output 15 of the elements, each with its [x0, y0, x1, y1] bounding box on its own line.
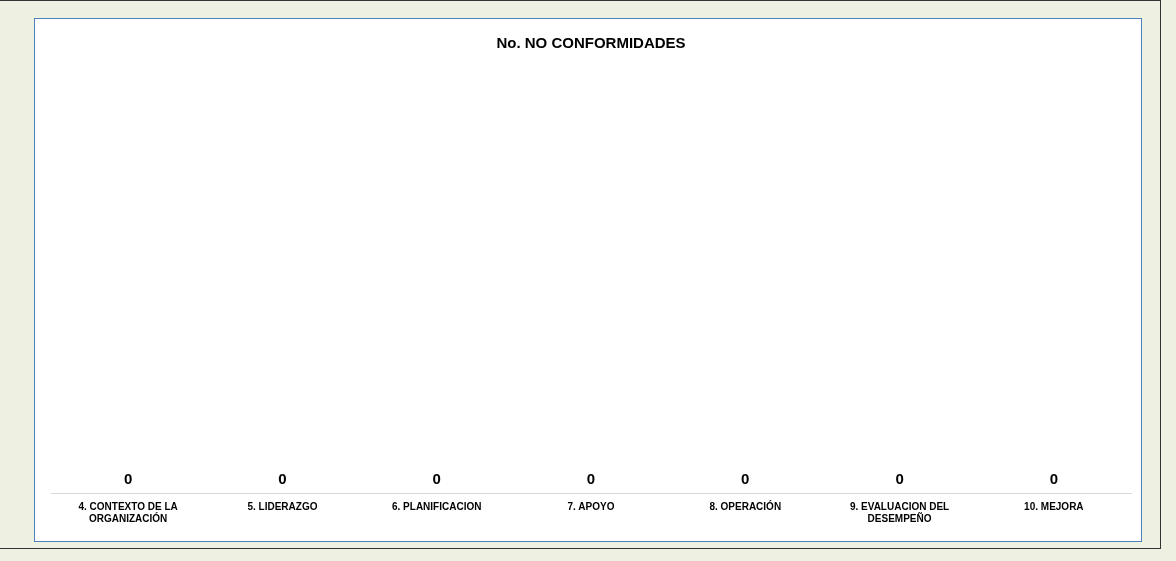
category-label: 8. OPERACIÓN: [709, 499, 782, 512]
data-label: 0: [586, 469, 596, 487]
data-label: 0: [432, 469, 441, 487]
category-label: 10. MEJORA: [1024, 500, 1084, 512]
data-label: 0: [278, 469, 287, 487]
category-label: 9. EVALUACION DEL DESEMPEÑO: [849, 500, 950, 524]
category-label: 4. CONTEXTO DE LA ORGANIZACIÓN: [78, 500, 178, 524]
category-label: 6. PLANIFICACION: [391, 500, 482, 512]
data-label: 0: [1049, 469, 1059, 487]
data-label: 0: [741, 469, 750, 487]
category-label: 5. LIDERAZGO: [247, 500, 318, 512]
data-label: 0: [123, 469, 133, 487]
data-label: 0: [895, 469, 904, 487]
text: No. NO CONFORMIDADES: [496, 34, 686, 52]
category-label: 7. APOYO: [567, 500, 615, 512]
